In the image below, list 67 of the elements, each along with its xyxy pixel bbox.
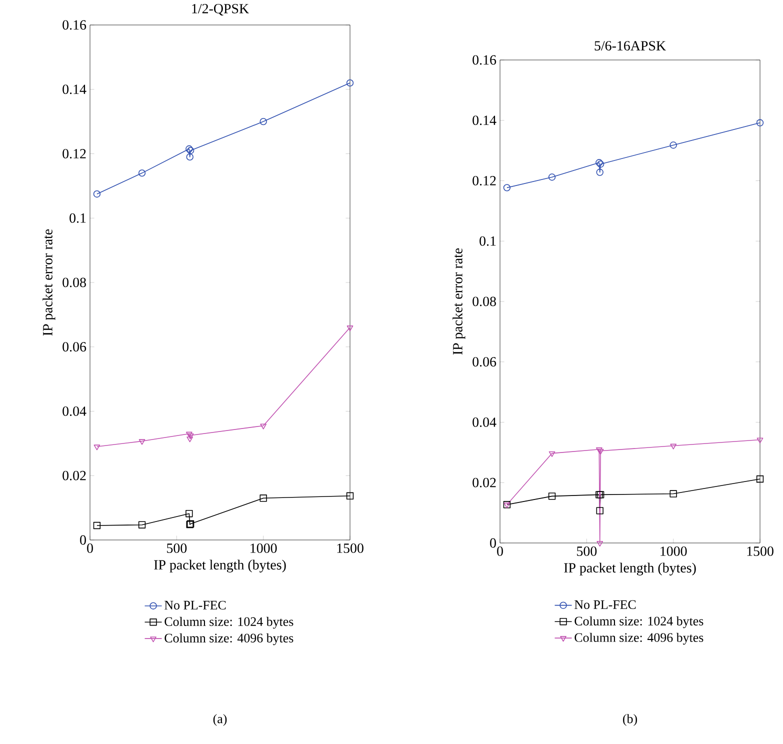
x-tick-label: 0 (497, 546, 503, 556)
y-tick-label: 0 (80, 535, 86, 545)
y-tick-label: 0.06 (62, 342, 86, 352)
y-tick-label: 0.1 (70, 213, 86, 223)
y-tick-label: 0.14 (62, 84, 86, 94)
x-axis-title: IP packet length (bytes) (564, 562, 696, 576)
point (138, 169, 146, 177)
point (260, 118, 267, 126)
point (548, 174, 556, 181)
point (670, 142, 677, 149)
x-tick-label: 500 (167, 544, 187, 553)
legend-label: Column size: 4096 bytes (574, 632, 704, 645)
y-tick-label: 0.12 (472, 176, 496, 186)
point (756, 438, 764, 444)
chart-title: 5/6-16APSK (594, 41, 666, 50)
point (346, 326, 354, 332)
chart-title: 1/2-QPSK (192, 4, 249, 16)
y-tick-label: 0.08 (62, 278, 86, 288)
x-tick-label: 500 (577, 546, 597, 556)
point (548, 492, 556, 500)
point (596, 168, 604, 176)
x-tick-label: 1500 (747, 546, 774, 556)
point (186, 153, 194, 161)
y-tick-label: 0.12 (62, 148, 86, 158)
point (346, 492, 354, 500)
point (670, 490, 677, 498)
y-tick-label: 0.14 (472, 116, 496, 126)
point (596, 507, 604, 514)
legend-label: No PL-FEC (164, 600, 226, 610)
point (670, 444, 677, 450)
text: (a) (213, 714, 227, 726)
point (186, 436, 194, 442)
y-tick-label: 0.02 (472, 478, 496, 488)
point (93, 522, 101, 530)
legend-label: Column size: 1024 bytes (164, 616, 294, 629)
x-axis-title: IP packet length (bytes) (154, 560, 286, 572)
point (548, 451, 556, 457)
y-tick-label: 0.04 (62, 406, 86, 416)
point (756, 475, 764, 483)
x-tick-label: 1500 (337, 544, 364, 553)
legend-label: Column size: 4096 bytes (164, 633, 294, 646)
y-axis-title: IP packet error rate (452, 248, 466, 355)
y-tick-label: 0.02 (62, 470, 86, 480)
point (346, 79, 354, 87)
y-axis-title: IP packet error rate (42, 229, 56, 336)
x-tick-label: 1000 (660, 546, 687, 556)
y-tick-label: 0.16 (472, 55, 496, 65)
x-tick-label: 1000 (250, 544, 277, 553)
point (260, 424, 267, 430)
y-tick-label: 0.16 (62, 20, 86, 30)
point (756, 119, 764, 126)
point (94, 444, 100, 450)
point (503, 184, 511, 192)
y-tick-label: 0.06 (472, 357, 496, 367)
point (186, 510, 193, 518)
point (260, 494, 267, 502)
y-tick-label: 0.04 (472, 417, 496, 427)
point (596, 540, 604, 547)
point (93, 190, 101, 198)
y-tick-label: 0.08 (472, 296, 496, 306)
x-tick-label: 0 (87, 544, 93, 553)
point (138, 521, 146, 528)
legend-label: No PL-FEC (574, 600, 636, 609)
legend-label: Column size: 1024 bytes (574, 616, 704, 628)
point (138, 439, 146, 445)
y-tick-label: 0.1 (480, 236, 496, 246)
text: (b) (623, 714, 637, 726)
